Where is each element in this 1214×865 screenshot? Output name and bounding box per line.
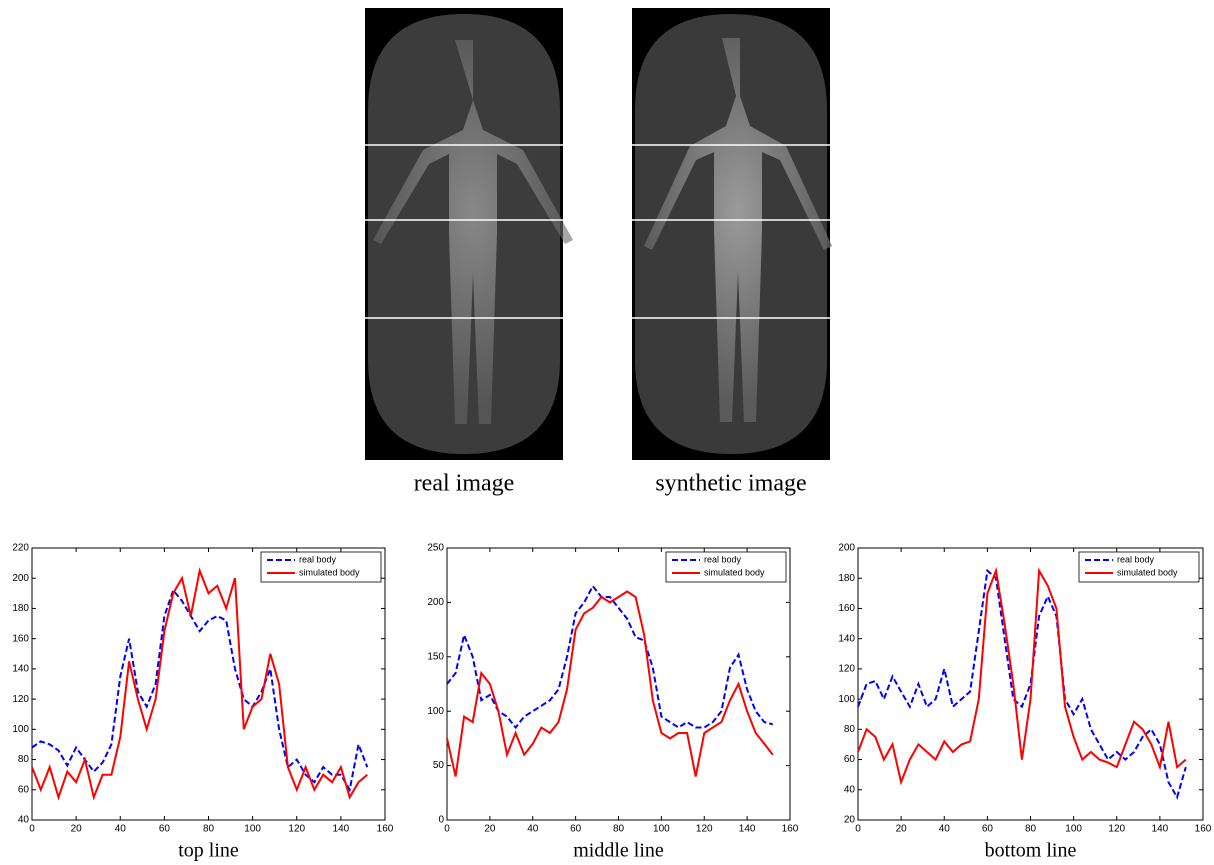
- chart-title: top line: [178, 840, 239, 862]
- x-tick-label: 60: [982, 824, 994, 835]
- y-tick-label: 150: [427, 651, 444, 662]
- y-tick-label: 20: [844, 815, 856, 826]
- x-tick-label: 100: [244, 824, 261, 835]
- y-tick-label: 50: [433, 760, 445, 771]
- legend-label: simulated body: [704, 567, 765, 577]
- x-tick-label: 60: [570, 824, 582, 835]
- image-caption: real image: [414, 471, 515, 497]
- x-tick-label: 160: [782, 824, 799, 835]
- x-tick-label: 100: [1065, 824, 1082, 835]
- x-tick-label: 140: [739, 824, 756, 835]
- y-tick-label: 180: [838, 573, 855, 584]
- y-tick-label: 180: [12, 603, 29, 614]
- x-tick-label: 120: [1108, 824, 1125, 835]
- x-tick-label: 80: [203, 824, 215, 835]
- x-tick-label: 80: [613, 824, 625, 835]
- y-tick-label: 60: [844, 754, 856, 765]
- legend-box: [665, 551, 787, 583]
- y-tick-label: 80: [18, 754, 30, 765]
- legend-box: [1078, 551, 1200, 583]
- y-tick-label: 80: [844, 724, 856, 735]
- data-line: [446, 584, 774, 730]
- real-image: [365, 8, 573, 460]
- y-tick-label: 160: [838, 603, 855, 614]
- x-tick-label: 0: [29, 824, 35, 835]
- y-tick-label: 140: [12, 664, 29, 675]
- y-tick-label: 100: [838, 694, 855, 705]
- y-tick-label: 100: [12, 724, 29, 735]
- y-tick-label: 160: [12, 633, 29, 644]
- data-line: [857, 566, 1187, 786]
- plot-area: [31, 547, 386, 821]
- y-tick-label: 40: [18, 815, 30, 826]
- plot-area: [446, 547, 791, 821]
- image-caption: synthetic image: [655, 471, 806, 497]
- x-tick-label: 160: [377, 824, 394, 835]
- x-tick-label: 40: [527, 824, 539, 835]
- x-tick-label: 0: [444, 824, 450, 835]
- y-tick-label: 200: [838, 543, 855, 554]
- legend-label: simulated body: [299, 567, 360, 577]
- line-chart: 40 60 80 100 120 140 160 180 200 220 0 20 40 60 80 100 1…: [12, 543, 393, 862]
- y-tick-label: 140: [838, 633, 855, 644]
- y-tick-label: 200: [427, 597, 444, 608]
- y-tick-label: 200: [12, 573, 29, 584]
- chart-title: middle line: [573, 840, 664, 862]
- legend-label: real body: [299, 554, 337, 564]
- y-tick-label: 60: [18, 784, 30, 795]
- x-tick-label: 20: [484, 824, 496, 835]
- data-line: [857, 568, 1187, 800]
- chart-title: bottom line: [985, 840, 1077, 862]
- y-tick-label: 40: [844, 784, 856, 795]
- y-tick-label: 220: [12, 543, 29, 554]
- legend-label: real body: [1117, 554, 1155, 564]
- legend-box: [260, 551, 382, 583]
- x-tick-label: 100: [653, 824, 670, 835]
- data-line: [31, 588, 369, 793]
- y-tick-label: 0: [438, 815, 444, 826]
- data-line: [31, 567, 368, 801]
- line-chart: 0 50 100 150 200 250 0 20 40 60 80 100 120 140 160 real…: [427, 543, 798, 862]
- legend-label: simulated body: [1117, 567, 1178, 577]
- x-tick-label: 140: [333, 824, 350, 835]
- x-tick-label: 0: [855, 824, 861, 835]
- synthetic-image: [632, 8, 832, 460]
- x-tick-label: 120: [696, 824, 713, 835]
- legend-label: real body: [704, 554, 742, 564]
- x-tick-label: 160: [1195, 824, 1212, 835]
- x-tick-label: 80: [1025, 824, 1037, 835]
- y-tick-label: 100: [427, 706, 444, 717]
- x-tick-label: 140: [1152, 824, 1169, 835]
- y-tick-label: 120: [838, 664, 855, 675]
- x-tick-label: 20: [71, 824, 83, 835]
- plot-area: [857, 547, 1204, 821]
- y-tick-label: 120: [12, 694, 29, 705]
- data-line: [446, 590, 774, 777]
- y-tick-label: 250: [427, 543, 444, 554]
- x-tick-label: 20: [896, 824, 908, 835]
- x-tick-label: 40: [939, 824, 951, 835]
- x-tick-label: 40: [115, 824, 127, 835]
- x-tick-label: 120: [288, 824, 305, 835]
- x-tick-label: 60: [159, 824, 171, 835]
